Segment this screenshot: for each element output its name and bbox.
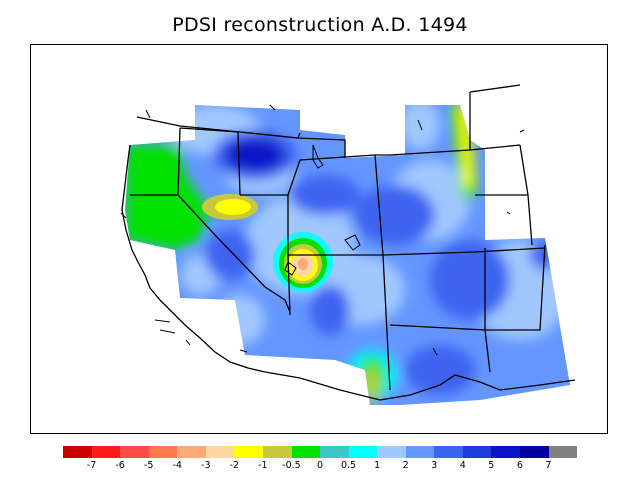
legend-label: 7 bbox=[545, 460, 552, 471]
legend-label: -6 bbox=[115, 460, 125, 471]
legend-swatch bbox=[120, 446, 149, 458]
lakes bbox=[120, 104, 525, 356]
legend-label: 0 bbox=[316, 460, 324, 471]
legend-swatch bbox=[262, 446, 292, 458]
legend-swatch bbox=[177, 446, 206, 458]
color-legend bbox=[63, 446, 578, 458]
legend-swatch bbox=[91, 446, 121, 458]
legend-label: 5 bbox=[488, 460, 495, 471]
legend-label: -1 bbox=[258, 460, 268, 471]
legend-swatch bbox=[291, 446, 321, 458]
legend-label: 3 bbox=[431, 460, 438, 471]
boundary-lines bbox=[121, 84, 576, 401]
legend-swatch bbox=[63, 446, 92, 458]
legend-label: 4 bbox=[459, 460, 466, 471]
legend-swatch bbox=[377, 446, 406, 458]
legend-label: -0.5 bbox=[282, 460, 301, 471]
legend-label: 2 bbox=[402, 460, 409, 471]
legend-swatch bbox=[434, 446, 463, 458]
legend-swatch bbox=[148, 446, 178, 458]
legend-swatch bbox=[462, 446, 492, 458]
legend-swatch bbox=[205, 446, 235, 458]
legend-label: 6 bbox=[516, 460, 523, 471]
legend-label: -7 bbox=[86, 460, 97, 471]
legend-swatch bbox=[234, 446, 263, 458]
legend-label: 0.5 bbox=[340, 460, 357, 471]
legend-swatch bbox=[491, 446, 520, 458]
legend-label: 1 bbox=[374, 460, 381, 471]
legend-label: -2 bbox=[229, 460, 240, 471]
map-title: PDSI reconstruction A.D. 1494 bbox=[172, 14, 468, 36]
legend-label: -5 bbox=[143, 460, 154, 471]
legend-label: -4 bbox=[172, 460, 182, 471]
legend-swatch bbox=[548, 446, 578, 458]
legend-swatch bbox=[520, 446, 549, 458]
legend-swatch bbox=[348, 446, 378, 458]
pdsi-field bbox=[125, 105, 570, 405]
legend-labels: -7 -6 -5 -4 -3 -2 -1 -0.5 0 0.5 1 2 3 4 … bbox=[63, 460, 577, 474]
legend-swatch bbox=[405, 446, 435, 458]
legend-swatch bbox=[320, 446, 349, 458]
legend-label: -3 bbox=[201, 460, 211, 471]
